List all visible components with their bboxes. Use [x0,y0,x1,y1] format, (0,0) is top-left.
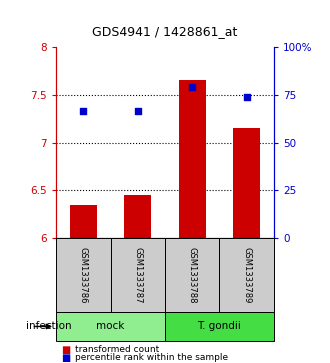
Bar [233,128,260,238]
Text: GDS4941 / 1428861_at: GDS4941 / 1428861_at [92,25,238,38]
Bar [56,238,111,312]
Bar [111,238,165,312]
Bar [165,238,219,312]
Point [244,94,249,100]
Text: GSM1333788: GSM1333788 [188,246,197,303]
Text: GSM1333787: GSM1333787 [133,246,142,303]
Text: percentile rank within the sample: percentile rank within the sample [75,353,228,362]
Bar [179,79,206,238]
Text: T. gondii: T. gondii [198,322,241,331]
Text: ■: ■ [61,345,71,355]
Text: transformed count: transformed count [75,345,159,354]
Text: GSM1333786: GSM1333786 [79,246,88,303]
Bar [165,312,274,341]
Point [81,108,86,114]
Bar [219,238,274,312]
Bar [70,205,97,238]
Text: ■: ■ [61,353,71,363]
Bar [56,312,165,341]
Point [135,108,141,114]
Bar [124,195,151,238]
Text: mock: mock [96,322,125,331]
Text: GSM1333789: GSM1333789 [242,246,251,303]
Text: infection: infection [26,322,72,331]
Point [189,84,195,90]
